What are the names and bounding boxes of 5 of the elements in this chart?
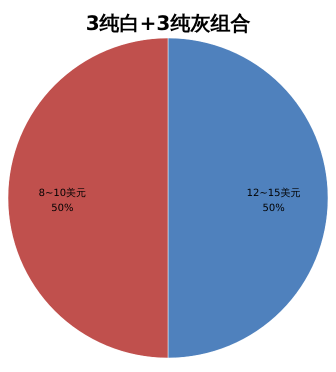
data-label: 50% bbox=[262, 203, 285, 214]
data-label: 50% bbox=[51, 203, 74, 214]
slice-label: 8~10美元 bbox=[38, 187, 86, 199]
chart-title: 3纯白+3纯灰组合 bbox=[86, 11, 250, 35]
slice-label: 12~15美元 bbox=[246, 187, 301, 199]
